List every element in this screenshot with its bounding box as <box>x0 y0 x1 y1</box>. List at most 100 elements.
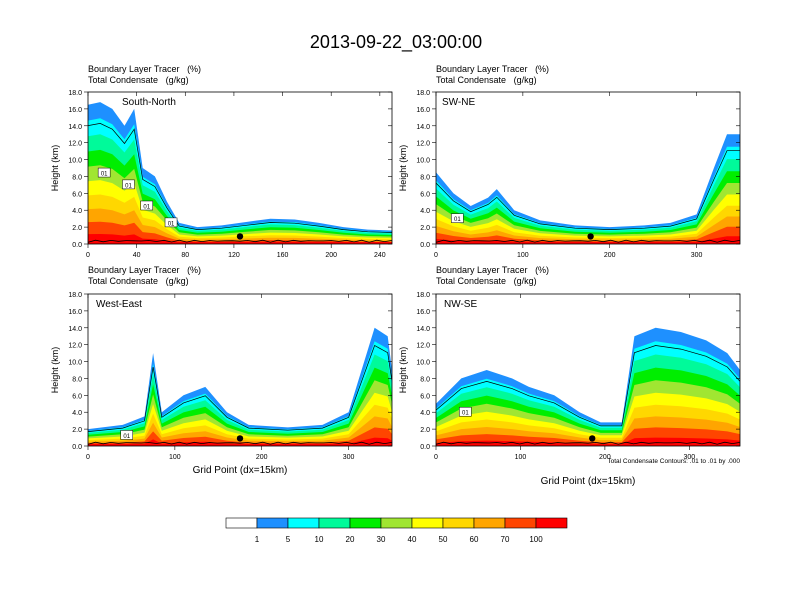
y-tick-label: 10.0 <box>416 158 430 165</box>
tracer-layer-9 <box>88 221 392 244</box>
colorbar-swatch <box>256 517 289 529</box>
location-marker <box>236 233 244 240</box>
panel-3-title-line-1-units: (%) <box>187 265 202 275</box>
colorbar-label: 10 <box>315 535 324 544</box>
panel-4-title-line-2-units: (g/kg) <box>513 276 537 286</box>
contour-label: 01 <box>143 205 150 211</box>
x-tick-label: 100 <box>169 454 181 461</box>
tracer-layer-10 <box>436 437 740 446</box>
x-tick-label: 200 <box>325 252 337 259</box>
y-tick-label: 4.0 <box>420 208 430 215</box>
y-tick-label: 0.0 <box>420 444 430 451</box>
colorbar-label: 5 <box>286 535 291 544</box>
terrain-line <box>88 239 392 243</box>
panel-1-titles: Boundary Layer Tracer (%) Total Condensa… <box>88 64 201 86</box>
x-axis-label: Grid Point (dx=15km) <box>193 465 288 476</box>
y-tick-label: 4.0 <box>420 410 430 417</box>
panel-4: 01 NW-SE 0.0 2.0 4.0 6.0 8.0 10.0 12.0 14.0 16.0 18… <box>398 292 741 487</box>
panel-3-field: 01 <box>88 294 392 446</box>
colorbar-swatch <box>442 517 475 529</box>
y-tick-label: 14.0 <box>68 124 82 131</box>
y-tick-label: 0.0 <box>420 242 430 249</box>
x-tick-label: 200 <box>599 454 611 461</box>
contour-label-box <box>120 430 133 440</box>
x-tick-label: 240 <box>374 252 386 259</box>
y-tick-label: 8.0 <box>420 174 430 181</box>
y-tick-label: 12.0 <box>416 343 430 350</box>
tracer-layer-7 <box>88 404 392 446</box>
y-tick-label: 4.0 <box>72 208 82 215</box>
contour-label-box <box>459 406 472 417</box>
tracer-layer-8 <box>88 208 392 244</box>
contour-label-box <box>122 179 135 190</box>
x-tick-label: 0 <box>86 252 90 259</box>
location-marker <box>236 435 244 442</box>
tracer-layer-7 <box>88 194 392 244</box>
colorbar-swatch <box>318 517 351 529</box>
colorbar-swatch <box>504 517 537 529</box>
colorbar: 1 5 10 20 30 40 50 60 70 100 <box>225 517 568 544</box>
contour-label-box <box>164 217 178 228</box>
y-axis-label: Height (km) <box>50 145 60 192</box>
y-tick-label: 8.0 <box>420 376 430 383</box>
y-tick-label: 18.0 <box>416 292 430 299</box>
x-tick-label: 200 <box>256 454 268 461</box>
y-tick-label: 18.0 <box>68 90 82 97</box>
x-axis-label: Grid Point (dx=15km) <box>541 476 636 487</box>
x-tick-label: 200 <box>604 252 616 259</box>
y-tick-label: 16.0 <box>68 107 82 114</box>
tracer-layer-10 <box>88 234 392 244</box>
colorbar-label: 100 <box>529 535 543 544</box>
colorbar-label: 1 <box>255 535 260 544</box>
colorbar-label: 60 <box>470 535 479 544</box>
tracer-layer-5 <box>88 380 392 446</box>
y-tick-label: 6.0 <box>420 191 430 198</box>
x-tick-label: 120 <box>228 252 240 259</box>
panel-4-title-line-2: Total Condensate <box>436 276 507 286</box>
y-tick-label: 4.0 <box>72 410 82 417</box>
y-tick-label: 6.0 <box>72 393 82 400</box>
panel-label: NW-SE <box>444 299 477 310</box>
y-tick-label: 14.0 <box>416 326 430 333</box>
y-tick-label: 12.0 <box>68 141 82 148</box>
panel-1-title-line-2: Total Condensate <box>88 75 159 85</box>
panel-2-title-line-2-units: (g/kg) <box>513 75 537 85</box>
contour-label: 01 <box>168 221 175 227</box>
colorbar-swatch <box>411 517 444 529</box>
colorbar-swatch <box>535 517 568 529</box>
contour-label: 01 <box>462 411 469 417</box>
contour-note: Total Condensate Contours: .01 to .01 by… <box>607 458 740 465</box>
y-tick-label: 10.0 <box>68 360 82 367</box>
y-tick-label: 12.0 <box>416 141 430 148</box>
panel-1-title-line-1-units: (%) <box>187 64 202 74</box>
panel-label: South-North <box>122 97 176 108</box>
condensate-contour <box>436 150 740 230</box>
y-tick-label: 14.0 <box>416 124 430 131</box>
colorbar-label: 50 <box>439 535 448 544</box>
y-axis-label: Height (km) <box>50 347 60 394</box>
y-tick-label: 6.0 <box>420 393 430 400</box>
tracer-layer-6 <box>88 392 392 446</box>
x-tick-label: 100 <box>515 454 527 461</box>
panel-4-title-line-1: Boundary Layer Tracer <box>436 265 528 275</box>
y-tick-label: 16.0 <box>68 309 82 316</box>
x-tick-label: 300 <box>691 252 703 259</box>
terrain-line <box>88 441 392 445</box>
location-marker <box>587 233 594 240</box>
colorbar-swatch <box>225 517 258 529</box>
tracer-layer-10 <box>436 236 740 244</box>
figure-title: 2013-09-22_03:00:00 <box>309 32 483 52</box>
y-tick-label: 0.0 <box>72 444 82 451</box>
terrain-line <box>436 441 740 445</box>
tracer-layer-9 <box>88 427 392 446</box>
y-tick-label: 2.0 <box>420 225 430 232</box>
location-marker <box>589 435 596 442</box>
condensate-contour <box>88 123 392 233</box>
panel-4-title-line-1-units: (%) <box>535 265 550 275</box>
x-tick-label: 100 <box>517 252 529 259</box>
plot-frame <box>87 91 393 245</box>
contour-label: 01 <box>123 434 130 440</box>
y-tick-label: 8.0 <box>72 174 82 181</box>
panel-3-title-line-1: Boundary Layer Tracer <box>88 265 180 275</box>
